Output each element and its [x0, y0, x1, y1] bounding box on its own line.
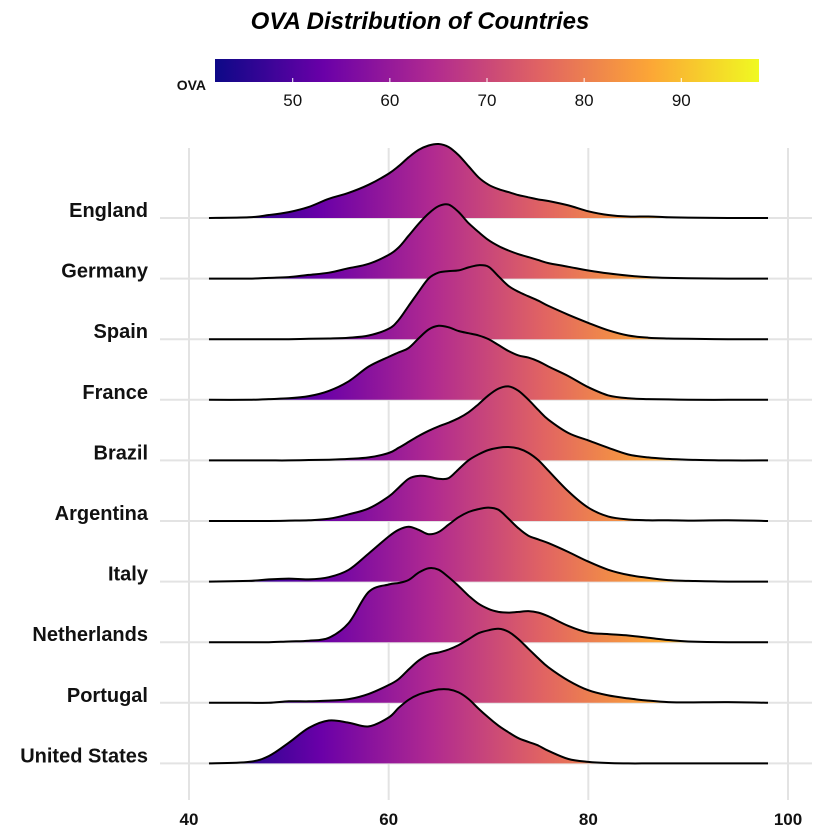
ridge-italy — [208, 506, 769, 583]
colorbar-title: OVA — [177, 77, 206, 93]
y-tick-label: Brazil — [94, 442, 148, 464]
ridge-united-states — [208, 688, 769, 765]
ridge-fill — [208, 204, 769, 279]
ridge-outline — [208, 688, 768, 765]
colorbar-tick-label: 50 — [283, 91, 302, 110]
ridge-outline — [208, 445, 769, 523]
ridge-germany — [208, 203, 769, 280]
ridge-fill — [208, 265, 769, 340]
ridges — [208, 142, 769, 765]
colorbar-tick-label: 70 — [478, 91, 497, 110]
ridge-brazil — [208, 385, 769, 462]
y-tick-label: Argentina — [55, 503, 149, 525]
ridge-outline — [208, 324, 768, 401]
y-tick-label: Spain — [94, 321, 148, 343]
y-tick-label: Germany — [61, 261, 149, 283]
ridge-fill — [208, 628, 769, 703]
colorbar-tick-label: 90 — [672, 91, 691, 110]
ridge-fill — [208, 507, 769, 582]
colorbar-tick-label: 60 — [380, 91, 399, 110]
y-tick-label: Netherlands — [32, 624, 148, 646]
ridge-outline — [208, 627, 769, 704]
ridge-fill — [208, 386, 769, 461]
colorbar-tick-label: 80 — [575, 91, 594, 110]
x-tick-label: 40 — [180, 810, 199, 829]
x-tick-label: 80 — [579, 810, 598, 829]
ridge-fill — [208, 446, 769, 522]
y-tick-label: France — [82, 382, 148, 404]
ridge-outline — [208, 203, 769, 280]
ridge-portugal — [208, 627, 769, 704]
colorbar — [215, 59, 759, 82]
ridge-argentina — [208, 445, 769, 523]
color-legend: OVA 50 60 70 80 90 — [177, 59, 759, 110]
ridge-netherlands — [208, 567, 769, 644]
ridge-france — [208, 324, 769, 401]
x-axis-ticks: 40 60 80 100 — [180, 810, 803, 829]
y-tick-label: United States — [20, 745, 148, 767]
y-tick-label: England — [69, 200, 148, 222]
ridge-outline — [208, 567, 769, 644]
y-tick-label: Portugal — [67, 685, 148, 707]
x-tick-label: 100 — [774, 810, 802, 829]
ridge-outline — [208, 506, 769, 583]
ridge-outline — [208, 264, 769, 341]
ridge-fill — [208, 143, 769, 219]
ridge-outline — [208, 385, 769, 462]
y-axis-labels: England Germany Spain France Brazil Argentina… — [20, 200, 149, 767]
ridge-england — [208, 142, 769, 220]
chart-title: OVA Distribution of Countries — [250, 8, 590, 35]
x-tick-label: 60 — [379, 810, 398, 829]
ridge-fill — [208, 689, 769, 764]
ridge-spain — [208, 264, 769, 341]
y-tick-label: Italy — [108, 564, 149, 586]
ridge-outline — [208, 142, 769, 220]
